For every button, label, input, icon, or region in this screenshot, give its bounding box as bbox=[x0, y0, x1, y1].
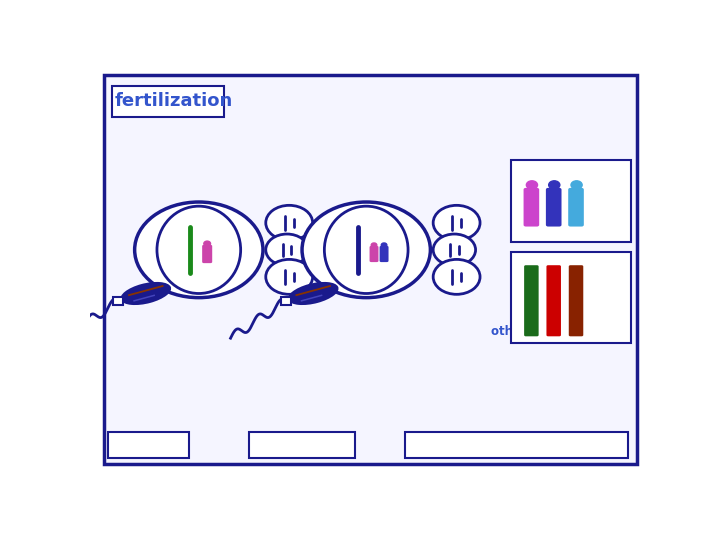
Circle shape bbox=[266, 234, 308, 266]
Text: chromosome 21: chromosome 21 bbox=[522, 223, 627, 236]
Circle shape bbox=[526, 181, 538, 189]
FancyBboxPatch shape bbox=[523, 188, 539, 227]
Ellipse shape bbox=[288, 282, 338, 305]
FancyBboxPatch shape bbox=[109, 431, 189, 458]
FancyBboxPatch shape bbox=[511, 252, 631, 343]
Circle shape bbox=[135, 202, 263, 298]
FancyBboxPatch shape bbox=[511, 160, 631, 241]
FancyBboxPatch shape bbox=[249, 431, 355, 458]
FancyBboxPatch shape bbox=[568, 188, 584, 227]
Text: © 2003  H. NUMABE M.D.: © 2003 H. NUMABE M.D. bbox=[433, 438, 600, 451]
Circle shape bbox=[204, 241, 210, 246]
FancyBboxPatch shape bbox=[202, 245, 212, 263]
Ellipse shape bbox=[157, 206, 240, 293]
FancyBboxPatch shape bbox=[569, 265, 583, 336]
Circle shape bbox=[571, 181, 582, 189]
Circle shape bbox=[382, 243, 387, 247]
FancyBboxPatch shape bbox=[369, 246, 379, 262]
FancyBboxPatch shape bbox=[405, 431, 629, 458]
Circle shape bbox=[266, 259, 312, 294]
Circle shape bbox=[302, 202, 431, 298]
Circle shape bbox=[372, 243, 377, 247]
Text: other  chromosomes: other chromosomes bbox=[491, 326, 627, 339]
FancyBboxPatch shape bbox=[113, 297, 123, 305]
FancyBboxPatch shape bbox=[104, 75, 637, 464]
Text: normal: normal bbox=[117, 435, 182, 454]
FancyBboxPatch shape bbox=[112, 85, 224, 117]
FancyBboxPatch shape bbox=[546, 265, 561, 336]
Circle shape bbox=[433, 259, 480, 294]
Circle shape bbox=[266, 205, 312, 240]
Text: trisomy 21: trisomy 21 bbox=[252, 435, 352, 454]
FancyBboxPatch shape bbox=[379, 246, 389, 262]
Text: fertilization: fertilization bbox=[115, 92, 233, 110]
FancyBboxPatch shape bbox=[524, 265, 539, 336]
Circle shape bbox=[433, 234, 476, 266]
Circle shape bbox=[433, 205, 480, 240]
Ellipse shape bbox=[324, 206, 408, 293]
FancyBboxPatch shape bbox=[281, 297, 291, 305]
Circle shape bbox=[549, 181, 560, 189]
FancyBboxPatch shape bbox=[546, 188, 562, 227]
Ellipse shape bbox=[120, 282, 171, 305]
